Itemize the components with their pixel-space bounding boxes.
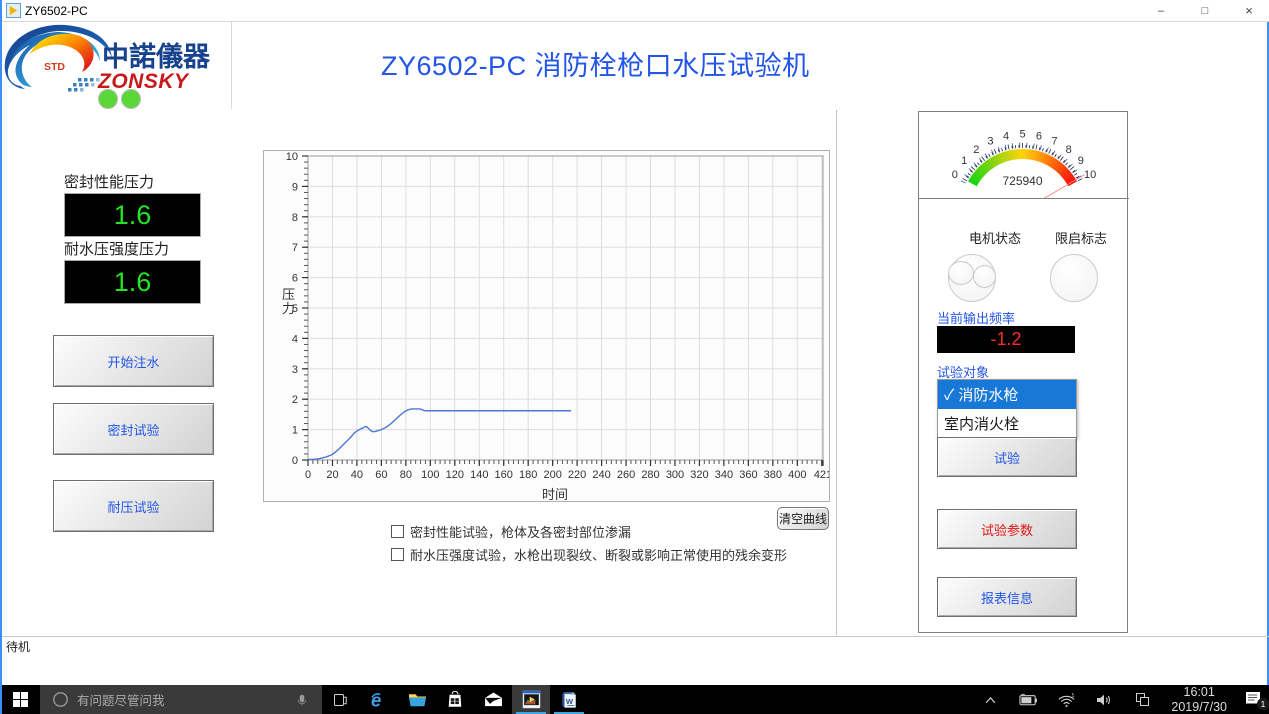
svg-text:9: 9 (292, 181, 298, 193)
svg-text:140: 140 (470, 469, 488, 481)
svg-text:180: 180 (519, 469, 537, 481)
svg-text:0: 0 (305, 469, 311, 481)
svg-text:1: 1 (961, 155, 967, 167)
svg-text:260: 260 (617, 469, 635, 481)
svg-text:STD: STD (44, 61, 65, 73)
svg-text:380: 380 (764, 469, 782, 481)
svg-text:80: 80 (400, 469, 412, 481)
svg-text:100: 100 (421, 469, 439, 481)
svg-text:40: 40 (351, 469, 363, 481)
svg-text:7: 7 (1051, 135, 1057, 147)
svg-text:320: 320 (690, 469, 708, 481)
svg-text:220: 220 (568, 469, 586, 481)
svg-text:5: 5 (1019, 129, 1025, 141)
svg-text:10: 10 (1084, 169, 1096, 181)
svg-text:300: 300 (666, 469, 684, 481)
svg-text:160: 160 (495, 469, 513, 481)
svg-text:中諾儀器: 中諾儀器 (102, 41, 211, 72)
svg-text:4: 4 (1003, 130, 1009, 142)
svg-text:6: 6 (292, 273, 298, 285)
svg-text:2: 2 (292, 394, 298, 406)
svg-text:60: 60 (375, 469, 387, 481)
svg-text:421: 421 (814, 469, 829, 481)
svg-text:280: 280 (641, 469, 659, 481)
svg-text:W: W (566, 697, 574, 706)
svg-text:2: 2 (973, 144, 979, 156)
svg-text:0: 0 (952, 169, 958, 181)
svg-text:9: 9 (1078, 155, 1084, 167)
svg-text:4: 4 (292, 333, 298, 345)
svg-text:10: 10 (286, 151, 298, 163)
svg-text:6: 6 (1036, 130, 1042, 142)
svg-text:200: 200 (544, 469, 562, 481)
svg-text:8: 8 (292, 212, 298, 224)
svg-text:0: 0 (292, 455, 298, 467)
svg-text:e: e (371, 690, 381, 710)
svg-text:3: 3 (987, 135, 993, 147)
svg-text:400: 400 (788, 469, 806, 481)
svg-text:1: 1 (292, 425, 298, 437)
svg-text:3: 3 (292, 364, 298, 376)
svg-text:8: 8 (1066, 144, 1072, 156)
svg-text:20: 20 (326, 469, 338, 481)
svg-text:240: 240 (592, 469, 610, 481)
svg-text:725940: 725940 (1002, 174, 1042, 188)
svg-text:120: 120 (446, 469, 464, 481)
svg-text:340: 340 (715, 469, 733, 481)
svg-text:7: 7 (292, 242, 298, 254)
svg-text:360: 360 (739, 469, 757, 481)
